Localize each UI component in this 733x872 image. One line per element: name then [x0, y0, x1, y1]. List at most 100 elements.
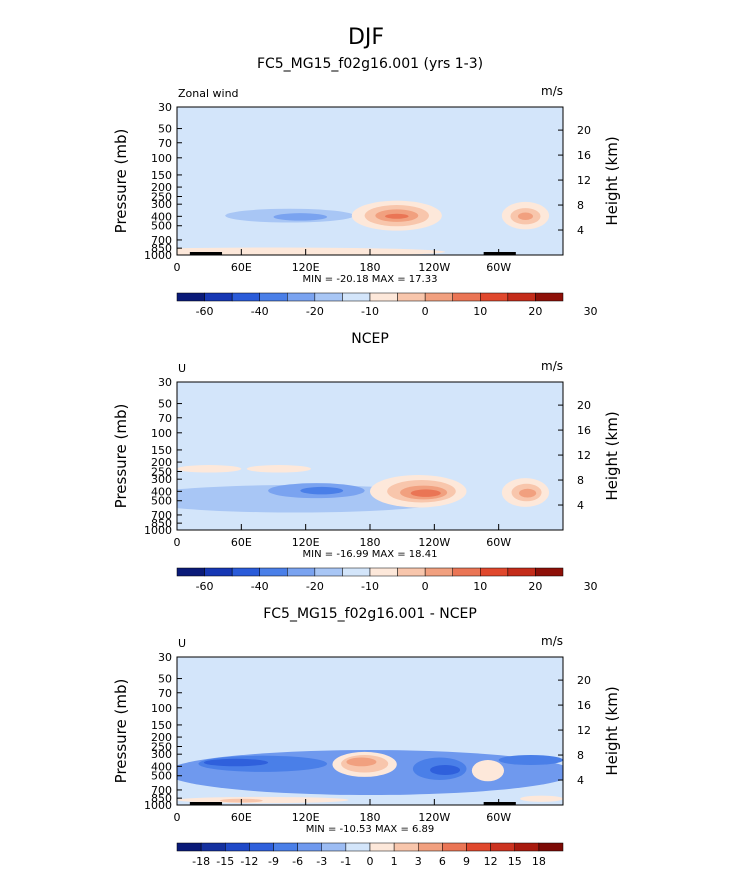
colorbar-label: -20: [306, 580, 324, 593]
y-tick-label: 400: [151, 760, 172, 773]
y-tick-label: 500: [151, 220, 172, 233]
colorbar-swatch: [314, 292, 343, 302]
colorbar-label: 10: [473, 580, 487, 593]
colorbar-swatch: [397, 567, 426, 577]
y2-tick-label: 12: [577, 449, 591, 462]
colorbar-label: -1: [340, 855, 351, 868]
y-tick-label: 1000: [144, 524, 172, 537]
y-tick-label: 100: [151, 427, 172, 440]
colorbar-label: 9: [463, 855, 470, 868]
contour-region: [177, 465, 242, 473]
colorbar-swatch: [259, 567, 288, 577]
colorbar-label: -10: [361, 580, 379, 593]
colorbar-label: 30: [584, 305, 598, 318]
panel-title: FC5_MG15_f02g16.001 - NCEP: [263, 606, 477, 622]
colorbar-swatch: [231, 567, 260, 577]
y-tick-label: 500: [151, 495, 172, 508]
colorbar-swatch: [342, 292, 371, 302]
contour-region: [471, 760, 505, 782]
contour-region: [498, 755, 563, 766]
colorbar-swatch: [225, 842, 250, 852]
stats-label: MIN = -10.53 MAX = 6.89: [306, 824, 435, 835]
y-tick-label: 70: [158, 412, 172, 425]
y2-tick-label: 8: [577, 749, 584, 762]
stats-label: MIN = -16.99 MAX = 18.41: [303, 549, 438, 560]
y-tick-label: 850: [151, 792, 172, 805]
y-axis-label: Pressure (mb): [112, 679, 130, 784]
colorbar-label: 0: [367, 855, 374, 868]
y2-axis-label: Height (km): [603, 411, 621, 500]
contour-field: [177, 107, 563, 255]
colorbar-swatch: [397, 292, 426, 302]
figure-title: DJF: [348, 25, 384, 50]
y-tick-label: 700: [151, 784, 172, 797]
y-tick-label: 250: [151, 465, 172, 478]
y2-tick-label: 20: [577, 399, 591, 412]
y2-tick-label: 16: [577, 424, 591, 437]
colorbar-label: 12: [484, 855, 498, 868]
topography-bar: [483, 252, 516, 255]
colorbar-swatch: [535, 292, 564, 302]
y-tick-label: 300: [151, 473, 172, 486]
y-tick-label: 70: [158, 687, 172, 700]
colorbar-swatch: [342, 567, 371, 577]
colorbar-swatch: [418, 842, 443, 852]
y-tick-label: 700: [151, 234, 172, 247]
y2-axis-label: Height (km): [603, 136, 621, 225]
y-tick-label: 850: [151, 242, 172, 255]
stats-label: MIN = -20.18 MAX = 17.33: [303, 274, 438, 285]
contour-region: [177, 218, 563, 244]
colorbar-swatch: [535, 567, 564, 577]
contour-region: [519, 488, 537, 498]
colorbar-label: 0: [422, 580, 429, 593]
colorbar-label: -10: [361, 305, 379, 318]
colorbar-label: -12: [240, 855, 258, 868]
colorbar-swatch: [345, 842, 371, 852]
colorbar-swatch: [297, 842, 322, 852]
colorbar-label: 1: [391, 855, 398, 868]
colorbar-label: -40: [251, 580, 269, 593]
x-tick-label: 0: [174, 811, 181, 824]
topography-bar: [189, 252, 223, 255]
x-tick-label: 60E: [231, 261, 252, 274]
colorbar-label: -40: [251, 305, 269, 318]
colorbar-swatch: [466, 842, 491, 852]
colorbar-swatch: [369, 567, 398, 577]
y2-tick-label: 12: [577, 174, 591, 187]
y2-tick-label: 16: [577, 149, 591, 162]
y-tick-label: 150: [151, 169, 172, 182]
colorbar-swatch: [452, 292, 481, 302]
contour-region: [520, 795, 563, 802]
y-tick-label: 200: [151, 456, 172, 469]
x-tick-label: 60W: [486, 261, 511, 274]
y-tick-label: 1000: [144, 799, 172, 812]
x-tick-label: 60E: [231, 811, 252, 824]
panel-left-label: Zonal wind: [178, 87, 239, 100]
colorbar-swatch: [452, 567, 481, 577]
y-tick-label: 30: [158, 376, 172, 389]
colorbar-label: -15: [216, 855, 234, 868]
x-tick-label: 120E: [292, 811, 320, 824]
x-tick-label: 180: [360, 811, 381, 824]
x-tick-label: 60E: [231, 536, 252, 549]
y-tick-label: 500: [151, 770, 172, 783]
units-label: m/s: [541, 634, 563, 648]
colorbar-swatch: [176, 292, 205, 302]
y2-tick-label: 12: [577, 724, 591, 737]
x-tick-label: 0: [174, 261, 181, 274]
y-tick-label: 400: [151, 210, 172, 223]
y-tick-label: 1000: [144, 249, 172, 262]
colorbar-swatch: [287, 567, 316, 577]
colorbar-label: -20: [306, 305, 324, 318]
colorbar-label: 20: [528, 580, 542, 593]
colorbar-swatch: [393, 842, 419, 852]
colorbar-label: 3: [415, 855, 422, 868]
panel-model: FC5_MG15_f02g16.001 (yrs 1-3) Zonal wind m…: [112, 56, 621, 318]
y-tick-label: 400: [151, 485, 172, 498]
contour-region: [246, 465, 312, 473]
y2-axis-label: Height (km): [603, 686, 621, 775]
contour-region: [410, 489, 441, 497]
colorbar-swatch: [514, 842, 540, 852]
